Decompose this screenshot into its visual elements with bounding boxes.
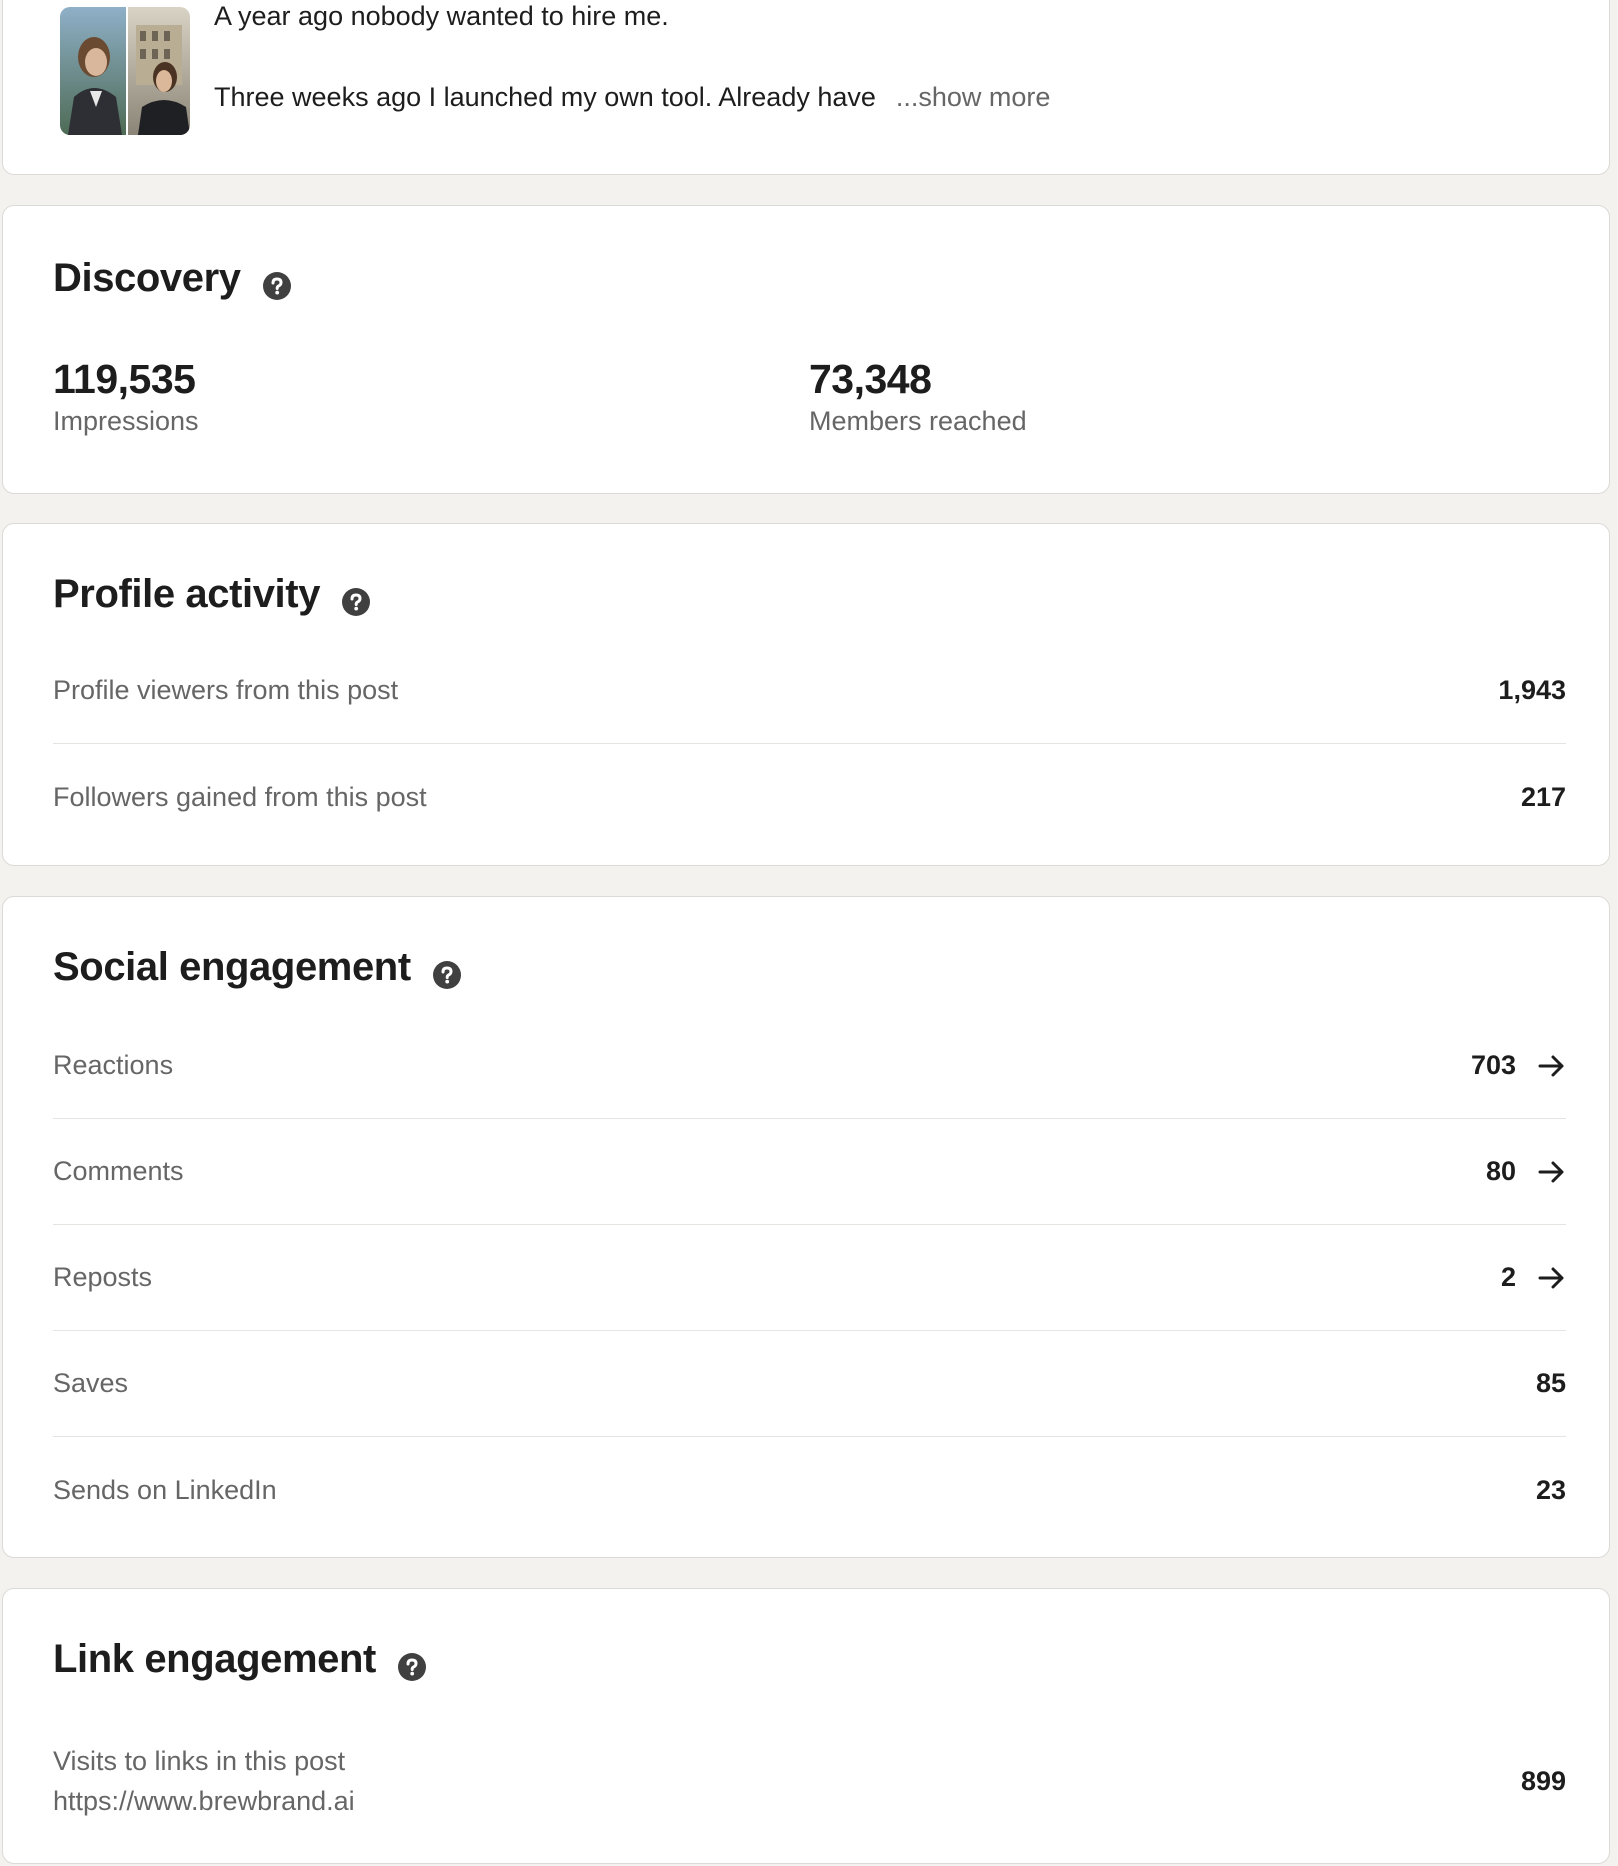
- show-more-link[interactable]: ...show more: [895, 82, 1051, 112]
- link-visits-label: Visits to links in this post https://www…: [53, 1741, 355, 1821]
- post-preview-card: A year ago nobody wanted to hire me. Thr…: [2, 0, 1610, 175]
- social-engagement-card: Social engagement Reactions 703 Comments…: [2, 896, 1610, 1558]
- followers-gained-row: Followers gained from this post 217: [53, 744, 1566, 850]
- question-circle-icon[interactable]: [262, 265, 291, 300]
- post-thumbnail[interactable]: [60, 7, 190, 135]
- row-label: Followers gained from this post: [53, 781, 427, 812]
- discovery-title: Discovery: [53, 256, 291, 301]
- row-label: Comments: [53, 1156, 184, 1186]
- row-label: Saves: [53, 1368, 129, 1398]
- members-reached-label: Members reached: [809, 406, 1027, 436]
- post-text-line-2-content: Three weeks ago I launched my own tool. …: [214, 82, 876, 112]
- social-engagement-title: Social engagement: [53, 945, 461, 990]
- comments-row[interactable]: Comments 80: [53, 1119, 1566, 1225]
- row-right: 703: [1471, 1050, 1566, 1081]
- link-visits-row: Visits to links in this post https://www…: [53, 1731, 1566, 1831]
- row-value: 1,943: [1498, 675, 1566, 705]
- link-visits-value: 899: [1520, 1765, 1566, 1796]
- social-engagement-title-text: Social engagement: [53, 945, 411, 989]
- row-value: 703: [1470, 1050, 1516, 1080]
- members-reached-value: 73,348: [809, 356, 932, 402]
- row-value: 217: [1520, 781, 1566, 812]
- link-engagement-title-text: Link engagement: [53, 1637, 376, 1681]
- link-engagement-title: Link engagement: [53, 1637, 426, 1682]
- impressions-value: 119,535: [53, 356, 196, 402]
- impressions-label: Impressions: [53, 406, 199, 436]
- reposts-row[interactable]: Reposts 2: [53, 1225, 1566, 1331]
- row-value: 80: [1485, 1156, 1516, 1186]
- row-label: Sends on LinkedIn: [53, 1474, 277, 1505]
- saves-row: Saves 85: [53, 1331, 1566, 1437]
- post-text-line-1: A year ago nobody wanted to hire me.: [214, 1, 669, 31]
- discovery-card: Discovery 119,535 Impressions 73,348 Mem…: [2, 205, 1610, 494]
- discovery-title-text: Discovery: [53, 256, 241, 300]
- profile-activity-title-text: Profile activity: [53, 572, 321, 616]
- question-circle-icon[interactable]: [397, 1646, 426, 1681]
- row-value: 23: [1535, 1474, 1566, 1505]
- arrow-right-icon[interactable]: [1538, 1052, 1566, 1080]
- sends-row: Sends on LinkedIn 23: [53, 1437, 1566, 1543]
- row-label: Reposts: [53, 1262, 153, 1292]
- link-visits-label-line-1: Visits to links in this post: [53, 1746, 346, 1776]
- arrow-right-icon[interactable]: [1538, 1158, 1566, 1186]
- row-right: 2: [1501, 1262, 1566, 1293]
- link-url[interactable]: https://www.brewbrand.ai: [53, 1786, 355, 1816]
- link-engagement-card: Link engagement Visits to links in this …: [2, 1588, 1610, 1864]
- row-right: 80: [1486, 1156, 1566, 1187]
- post-text-line-2: Three weeks ago I launched my own tool. …: [214, 82, 1050, 113]
- row-label: Profile viewers from this post: [53, 675, 399, 705]
- row-value: 85: [1535, 1368, 1566, 1398]
- profile-activity-card: Profile activity Profile viewers from th…: [2, 523, 1610, 866]
- row-label: Reactions: [53, 1050, 174, 1080]
- row-value: 2: [1500, 1262, 1516, 1292]
- question-circle-icon[interactable]: [432, 954, 461, 989]
- post-thumbnail-image: [60, 7, 190, 135]
- profile-viewers-row: Profile viewers from this post 1,943: [53, 638, 1566, 744]
- reactions-row[interactable]: Reactions 703: [53, 1013, 1566, 1119]
- question-circle-icon[interactable]: [342, 581, 371, 616]
- arrow-right-icon[interactable]: [1538, 1264, 1566, 1292]
- profile-activity-title: Profile activity: [53, 572, 371, 617]
